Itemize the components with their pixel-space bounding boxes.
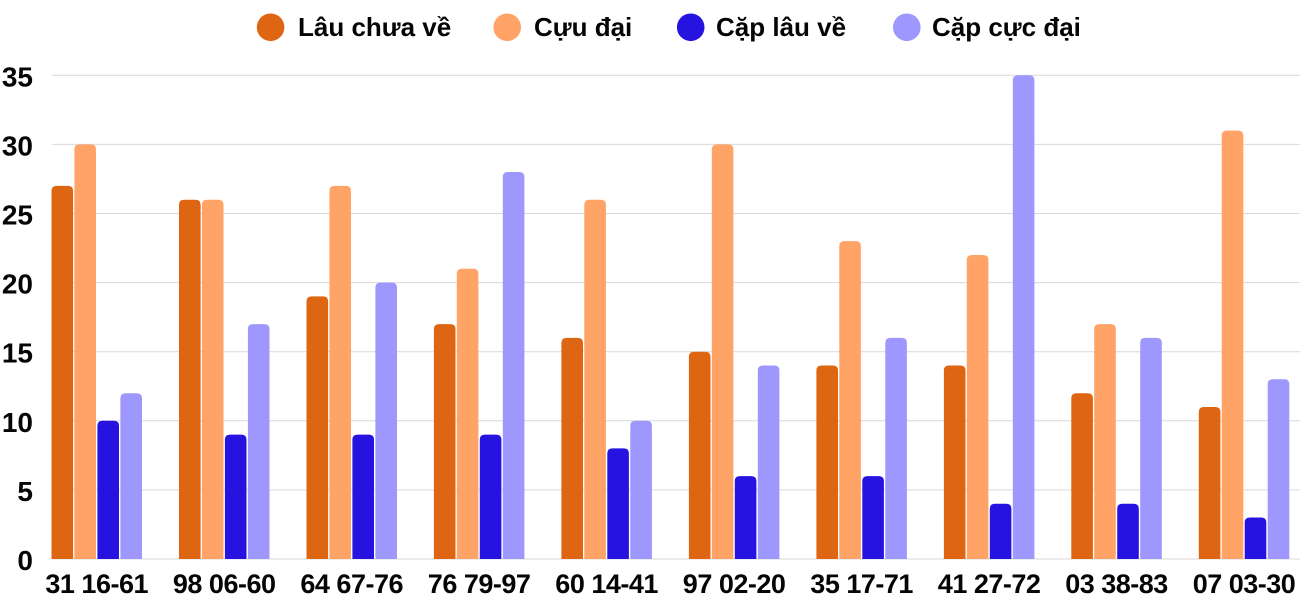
svg-text:97 02-20: 97 02-20 <box>683 569 786 599</box>
svg-text:60 14-41: 60 14-41 <box>555 569 658 599</box>
svg-text:07 03-30: 07 03-30 <box>1193 569 1296 599</box>
svg-text:64 67-76: 64 67-76 <box>300 569 403 599</box>
svg-text:35: 35 <box>2 61 33 92</box>
svg-text:10: 10 <box>2 407 33 438</box>
svg-text:98 06-60: 98 06-60 <box>173 569 276 599</box>
svg-text:31 16-61: 31 16-61 <box>45 569 148 599</box>
svg-text:30: 30 <box>2 130 33 161</box>
svg-text:5: 5 <box>17 476 33 507</box>
svg-text:0: 0 <box>17 545 33 576</box>
svg-text:Cựu đại: Cựu đại <box>534 12 632 42</box>
svg-text:15: 15 <box>2 338 33 369</box>
svg-text:Cặp cực đại: Cặp cực đại <box>932 12 1081 42</box>
svg-text:41 27-72: 41 27-72 <box>938 569 1041 599</box>
svg-text:03 38-83: 03 38-83 <box>1065 569 1168 599</box>
svg-text:35 17-71: 35 17-71 <box>810 569 913 599</box>
svg-text:Cặp lâu về: Cặp lâu về <box>716 12 846 42</box>
svg-text:Lâu chưa về: Lâu chưa về <box>298 12 451 42</box>
svg-text:20: 20 <box>2 269 33 300</box>
svg-text:76 79-97: 76 79-97 <box>428 569 531 599</box>
svg-text:25: 25 <box>2 200 33 231</box>
